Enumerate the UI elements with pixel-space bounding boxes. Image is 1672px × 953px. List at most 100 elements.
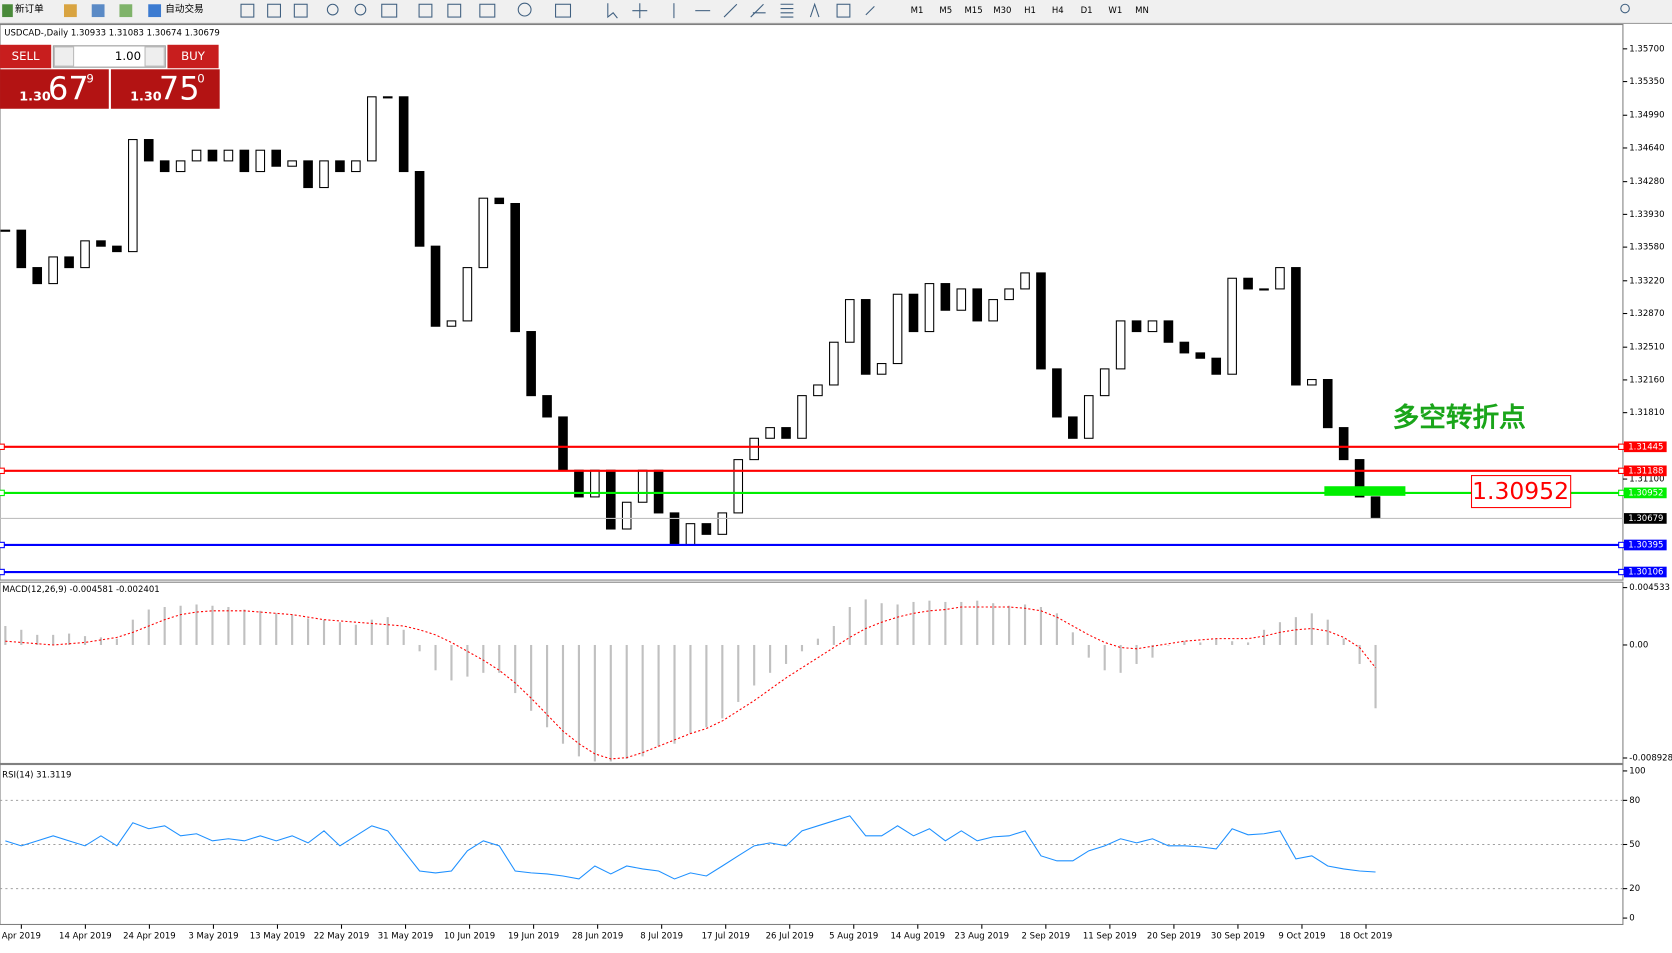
candle-body	[1211, 357, 1222, 375]
candle-body	[701, 523, 712, 535]
macd-bar	[52, 634, 55, 645]
level-marker	[1618, 541, 1625, 549]
timeframe-button[interactable]: M1	[911, 6, 924, 16]
buy-price-box[interactable]	[110, 69, 220, 109]
autoscroll-tool[interactable]	[418, 3, 433, 18]
timeframe-button[interactable]: D1	[1081, 6, 1093, 16]
periods-tool[interactable]	[517, 2, 532, 17]
fibo-tool[interactable]	[780, 3, 794, 18]
new-order-icon[interactable]	[2, 4, 13, 18]
sell-price-box[interactable]	[0, 69, 109, 109]
lot-input[interactable]	[52, 45, 166, 68]
time-label: 14 Apr 2019	[59, 932, 112, 942]
search-tool[interactable]	[1620, 3, 1630, 14]
macd-bar	[20, 629, 23, 645]
candle-body	[829, 341, 839, 386]
macd-bar	[68, 633, 71, 645]
timeframe-button[interactable]: H4	[1052, 6, 1064, 16]
crosshair-tool[interactable]	[632, 3, 648, 19]
toolbar-icon[interactable]	[64, 4, 77, 18]
auto-trading-button[interactable]: 自动交易	[165, 3, 203, 15]
y-tick-label: 1.32870	[1629, 309, 1664, 319]
lot-increase[interactable]	[144, 46, 165, 67]
candle-body	[924, 283, 935, 333]
cursor-tool[interactable]	[607, 3, 618, 19]
timeframe-button[interactable]: M15	[964, 6, 982, 16]
auto-trading-icon[interactable]	[148, 4, 162, 18]
candle-chart-tool[interactable]	[267, 3, 281, 18]
candle-body	[1291, 267, 1301, 386]
channel-tool[interactable]	[750, 3, 766, 18]
candle-body	[207, 149, 218, 162]
lot-decrease[interactable]	[53, 46, 75, 67]
candle-body	[940, 283, 951, 311]
macd-bar	[498, 644, 501, 673]
candle-body	[797, 395, 807, 439]
sell-button[interactable]	[0, 44, 52, 69]
level-callout-text: 1.30952	[1472, 477, 1569, 505]
sell-label[interactable]: SELL	[12, 49, 40, 63]
candle-body	[0, 229, 11, 232]
candle-body	[1338, 427, 1349, 461]
candle-body	[1243, 277, 1253, 290]
candle-body	[1131, 320, 1142, 333]
candle-body	[1307, 379, 1317, 386]
toolbar-icon[interactable]	[119, 4, 133, 18]
macd-bar	[944, 601, 947, 645]
macd-bar	[1294, 617, 1297, 645]
toolbar-icon[interactable]	[91, 4, 105, 18]
bar-chart-tool[interactable]	[240, 3, 255, 18]
shift-tool[interactable]	[447, 3, 462, 18]
price-label-box	[1623, 441, 1667, 453]
trendline-tool[interactable]	[723, 3, 738, 18]
candle-body	[605, 469, 616, 530]
timeframe-button[interactable]: H1	[1024, 6, 1036, 16]
macd-bar	[561, 644, 565, 744]
candle-body	[191, 149, 202, 162]
macd-bar	[1358, 644, 1361, 664]
new-order-button[interactable]: 新订单	[15, 3, 44, 15]
candle-body	[398, 96, 409, 173]
time-label: 28 Jun 2019	[572, 932, 623, 942]
macd-bar	[1278, 622, 1282, 645]
level-marker	[0, 568, 5, 576]
panel-frame	[0, 581, 1624, 764]
candle-body	[382, 96, 393, 99]
macd-bar	[211, 605, 214, 645]
arrows-tool[interactable]	[865, 6, 875, 16]
macd-bar	[1374, 644, 1377, 709]
time-label: 17 Jul 2019	[702, 932, 750, 942]
tile-tool[interactable]	[381, 3, 398, 18]
indicators-tool[interactable]	[479, 3, 496, 18]
candle-body	[255, 149, 266, 173]
timeframe-button[interactable]: MN	[1135, 6, 1149, 16]
sell-price-big: 67	[48, 70, 89, 108]
candle-body	[143, 139, 154, 162]
macd-bar	[609, 644, 612, 762]
timeframe-button[interactable]: M30	[993, 6, 1011, 16]
timeframe-button[interactable]: W1	[1108, 6, 1122, 16]
y-tick-label: 1.34640	[1629, 143, 1664, 153]
lot-value[interactable]: 1.00	[115, 49, 141, 63]
candle-body	[80, 240, 90, 269]
time-label: 3 May 2019	[188, 932, 238, 942]
zoom-in-tool[interactable]	[326, 3, 339, 16]
macd-signal	[5, 606, 1376, 760]
buy-button[interactable]	[167, 44, 219, 69]
macd-bar	[514, 644, 517, 694]
candle-body	[1147, 320, 1158, 333]
candle-body	[844, 299, 855, 343]
y-tick-label: 1.33930	[1629, 210, 1664, 220]
y-tick-label: 50	[1629, 840, 1640, 850]
buy-label[interactable]: BUY	[181, 49, 206, 63]
zoom-out-tool[interactable]	[354, 3, 367, 16]
line-chart-tool[interactable]	[293, 3, 308, 18]
templates-tool[interactable]	[555, 3, 572, 18]
y-tick-label: 20	[1629, 884, 1640, 894]
candle-body	[733, 459, 744, 514]
timeframe-button[interactable]: M5	[939, 6, 952, 16]
time-label: 13 May 2019	[250, 932, 306, 942]
label-tool[interactable]	[836, 3, 851, 18]
text-tool[interactable]	[809, 2, 820, 18]
candle-body	[956, 288, 967, 311]
